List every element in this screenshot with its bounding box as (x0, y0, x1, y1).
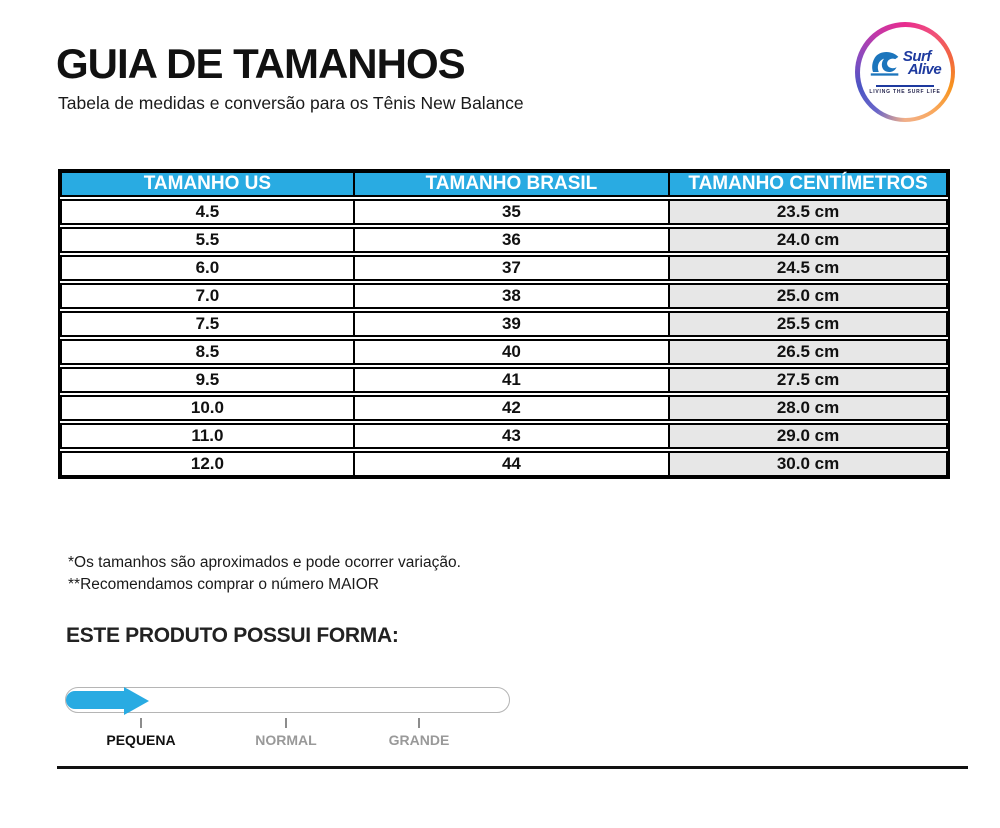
arrow-body (66, 691, 124, 709)
column-header-us: TAMANHO US (60, 171, 355, 197)
br-size-cell: 36 (354, 227, 671, 253)
br-size-cell: 39 (354, 311, 671, 337)
br-size-cell: 37 (354, 255, 671, 281)
table-row: 9.5 41 27.5 cm (60, 367, 948, 393)
us-size-cell: 11.0 (60, 423, 355, 449)
brand-name-line2: Alive (907, 60, 942, 78)
table-row: 4.5 35 23.5 cm (60, 199, 948, 225)
shape-heading: ESTE PRODUTO POSSUI FORMA: (66, 624, 399, 647)
brand-tagline: LIVING THE SURF LIFE (869, 88, 941, 95)
wave-icon (869, 50, 901, 83)
us-size-cell: 5.5 (60, 227, 355, 253)
column-header-brasil: TAMANHO BRASIL (354, 171, 671, 197)
us-size-cell: 7.5 (60, 311, 355, 337)
cm-size-cell: 24.5 cm (670, 255, 948, 281)
cm-size-cell: 28.0 cm (670, 395, 948, 421)
br-size-cell: 40 (354, 339, 671, 365)
cm-size-cell: 24.0 cm (670, 227, 948, 253)
us-size-cell: 7.0 (60, 283, 355, 309)
table-row: 7.5 39 25.5 cm (60, 311, 948, 337)
bottom-divider (57, 766, 968, 769)
table-row: 6.0 37 24.5 cm (60, 255, 948, 281)
logo-ring-inner: Surf Alive LIVING THE SURF LIFE (859, 26, 951, 118)
shape-slider-track (65, 687, 510, 715)
table-row: 8.5 40 26.5 cm (60, 339, 948, 365)
br-size-cell: 35 (354, 199, 671, 225)
us-size-cell: 9.5 (60, 367, 355, 393)
shape-arrow-icon (66, 687, 150, 715)
cm-size-cell: 27.5 cm (670, 367, 948, 393)
slider-label-normal: NORMAL (255, 732, 317, 748)
cm-size-cell: 26.5 cm (670, 339, 948, 365)
br-size-cell: 41 (354, 367, 671, 393)
br-size-cell: 43 (354, 423, 671, 449)
br-size-cell: 42 (354, 395, 671, 421)
us-size-cell: 4.5 (60, 199, 355, 225)
arrow-head (124, 687, 149, 715)
cm-size-cell: 30.0 cm (670, 451, 948, 477)
logo-underline (876, 84, 934, 87)
slider-label-pequena: PEQUENA (106, 732, 176, 748)
cm-size-cell: 25.5 cm (670, 311, 948, 337)
slider-label-grande: GRANDE (388, 732, 450, 748)
slider-tick-grande (418, 718, 420, 728)
size-table-container: TAMANHO US TAMANHO BRASIL TAMANHO CENTÍM… (58, 169, 950, 479)
cm-size-cell: 29.0 cm (670, 423, 948, 449)
column-header-centimetros: TAMANHO CENTÍMETROS (670, 171, 948, 197)
slider-tick-pequena (140, 718, 142, 728)
brand-name-line1: Surf (902, 47, 932, 65)
slider-tick-normal (285, 718, 287, 728)
table-header-row: TAMANHO US TAMANHO BRASIL TAMANHO CENTÍM… (60, 171, 948, 197)
page-subtitle: Tabela de medidas e conversão para os Tê… (58, 93, 524, 113)
us-size-cell: 12.0 (60, 451, 355, 477)
br-size-cell: 38 (354, 283, 671, 309)
note-recommendation: **Recomendamos comprar o número MAIOR (68, 576, 379, 593)
us-size-cell: 8.5 (60, 339, 355, 365)
cm-size-cell: 25.0 cm (670, 283, 948, 309)
table-row: 5.5 36 24.0 cm (60, 227, 948, 253)
us-size-cell: 6.0 (60, 255, 355, 281)
size-table: TAMANHO US TAMANHO BRASIL TAMANHO CENTÍM… (60, 171, 948, 477)
br-size-cell: 44 (354, 451, 671, 477)
table-row: 10.0 42 28.0 cm (60, 395, 948, 421)
table-row: 7.0 38 25.0 cm (60, 283, 948, 309)
us-size-cell: 10.0 (60, 395, 355, 421)
note-approximation: *Os tamanhos são aproximados e pode ocor… (68, 554, 461, 571)
footnotes: *Os tamanhos são aproximados e pode ocor… (68, 552, 461, 596)
cm-size-cell: 23.5 cm (670, 199, 948, 225)
table-row: 12.0 44 30.0 cm (60, 451, 948, 477)
page-title: GUIA DE TAMANHOS (56, 40, 466, 87)
table-row: 11.0 43 29.0 cm (60, 423, 948, 449)
brand-logo: Surf Alive LIVING THE SURF LIFE (855, 22, 955, 122)
